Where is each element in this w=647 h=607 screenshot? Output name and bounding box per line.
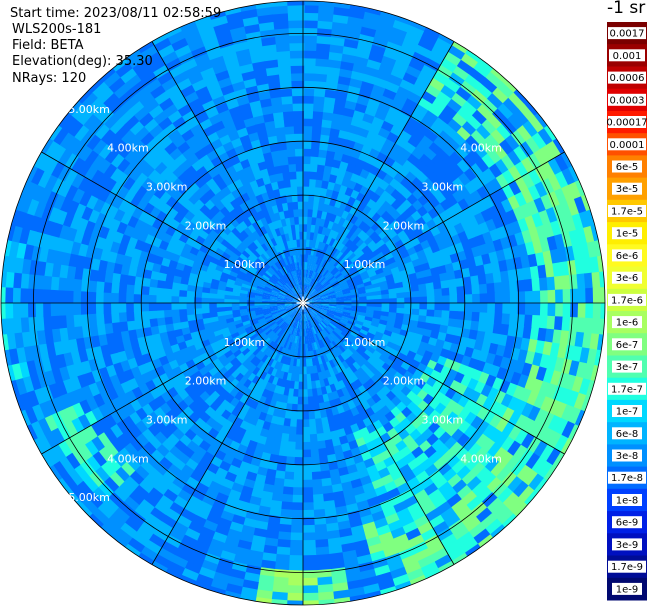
range-label: 3.00km: [422, 181, 464, 194]
colorbar-tick-box: [608, 27, 646, 40]
range-label: 4.00km: [107, 452, 149, 465]
beta-field-heatmap: [1, 1, 605, 605]
range-label: 5.00km: [68, 103, 110, 116]
colorbar-tick-box: [612, 494, 642, 506]
colorbar-tick-label: 0.0001: [610, 140, 645, 151]
colorbar-tick-box: [608, 71, 646, 84]
colorbar-tick-label: 1.7e-9: [611, 562, 643, 573]
colorbar-tick-box: [612, 405, 642, 417]
range-label: 2.00km: [383, 375, 425, 388]
colorbar-tick-box: [612, 182, 642, 195]
range-label: 4.00km: [107, 142, 149, 155]
range-label: 3.00km: [146, 414, 188, 427]
range-label: 2.00km: [185, 375, 227, 388]
colorbar-tick-box: [608, 382, 646, 395]
colorbar-tick-box: [608, 116, 646, 128]
colorbar-tick-label: 0.00017: [606, 118, 647, 129]
colorbar-tick-box: [612, 582, 642, 595]
range-label: 3.00km: [146, 181, 188, 194]
colorbar: 0.0017 0.001 0.0006 0.0003 0.00017 0.0001 6e-5…: [606, 22, 647, 601]
azimuth-spoke: [41, 302, 304, 455]
azimuth-spoke: [302, 41, 455, 304]
colorbar-tick-box: [608, 205, 646, 217]
start-time-label: Start time: 2023/08/11 02:58:59: [10, 6, 222, 21]
range-label: 3.00km: [422, 414, 464, 427]
range-label: 2.00km: [383, 219, 425, 232]
colorbar-tick-label: 1e-8: [616, 496, 639, 507]
colorbar-tick-label: 0.0003: [610, 95, 645, 106]
range-label: 5.00km: [68, 491, 110, 504]
range-label: 1.00km: [344, 258, 386, 271]
azimuth-spoke: [302, 151, 565, 304]
colorbar-tick-box: [608, 471, 646, 484]
colorbar-tick-box: [612, 449, 642, 462]
colorbar-tick-label: 1.7e-7: [611, 384, 643, 395]
range-label: 2.00km: [185, 219, 227, 232]
range-label: 4.00km: [460, 142, 502, 155]
colorbar-tick-label: 6e-6: [616, 251, 639, 262]
colorbar-tick-label: 3e-6: [616, 273, 639, 284]
azimuth-spoke: [302, 302, 565, 455]
colorbar-tick-label: 3e-7: [616, 362, 639, 373]
instrument-label: WLS200s-181: [12, 22, 102, 37]
colorbar-tick-label: 6e-8: [616, 429, 639, 440]
azimuth-spoke: [151, 41, 304, 304]
elevation-label: Elevation(deg): 35.30: [12, 54, 153, 69]
colorbar-tick-label: 6e-7: [616, 340, 639, 351]
colorbar-tick-box: [612, 427, 642, 440]
colorbar-tick-box: [612, 338, 642, 351]
colorbar-tick-box: [612, 249, 642, 262]
colorbar-tick-box: [608, 293, 646, 306]
field-label: Field: BETA: [12, 38, 84, 53]
colorbar-tick-label: 1e-7: [616, 407, 639, 418]
colorbar-tick-label: 0.001: [613, 51, 642, 62]
azimuth-spoke: [151, 302, 304, 565]
colorbar-tick-label: 3e-9: [616, 540, 639, 551]
range-grid: [0, 0, 606, 606]
nrays-label: NRays: 120: [12, 71, 87, 86]
range-label: 1.00km: [224, 258, 266, 271]
colorbar-tick-label: 1.7e-6: [611, 295, 643, 306]
colorbar-tick-box: [612, 271, 642, 284]
range-label: 4.00km: [460, 452, 502, 465]
colorbar-tick-label: 0.0006: [610, 73, 645, 84]
azimuth-spoke: [302, 302, 455, 565]
colorbar-tick-box: [612, 360, 642, 373]
range-label: 1.00km: [224, 336, 266, 349]
colorbar-tick-box: [612, 227, 642, 240]
colorbar-tick-box: [608, 138, 646, 151]
colorbar-units-label: -1 sr: [607, 0, 646, 18]
azimuth-spoke: [41, 151, 304, 304]
colorbar-tick-label: 1e-9: [616, 584, 639, 595]
colorbar-tick-box: [608, 560, 646, 573]
range-label: 1.00km: [344, 336, 386, 349]
colorbar-tick-label: 1.7e-5: [611, 207, 643, 218]
colorbar-tick-label: 0.0017: [610, 29, 645, 40]
colorbar-tick-box: [612, 316, 642, 329]
colorbar-tick-box: [612, 160, 642, 173]
colorbar-tick-label: 1e-5: [616, 229, 639, 240]
colorbar-tick-label: 1.7e-8: [611, 473, 643, 484]
colorbar-tick-box: [612, 538, 642, 551]
colorbar-tick-box: [609, 49, 645, 62]
colorbar-tick-label: 6e-5: [616, 162, 639, 173]
colorbar-tick-box: [608, 93, 646, 106]
colorbar-tick-label: 6e-9: [616, 518, 639, 529]
colorbar-tick-label: 1e-6: [616, 318, 639, 329]
colorbar-tick-box: [612, 516, 642, 529]
colorbar-tick-label: 3e-5: [616, 184, 639, 195]
range-labels: 1.00km 1.00km 1.00km 1.00km 2.00km 2.00km 2.00…: [68, 103, 502, 504]
colorbar-tick-label: 3e-8: [616, 451, 639, 462]
